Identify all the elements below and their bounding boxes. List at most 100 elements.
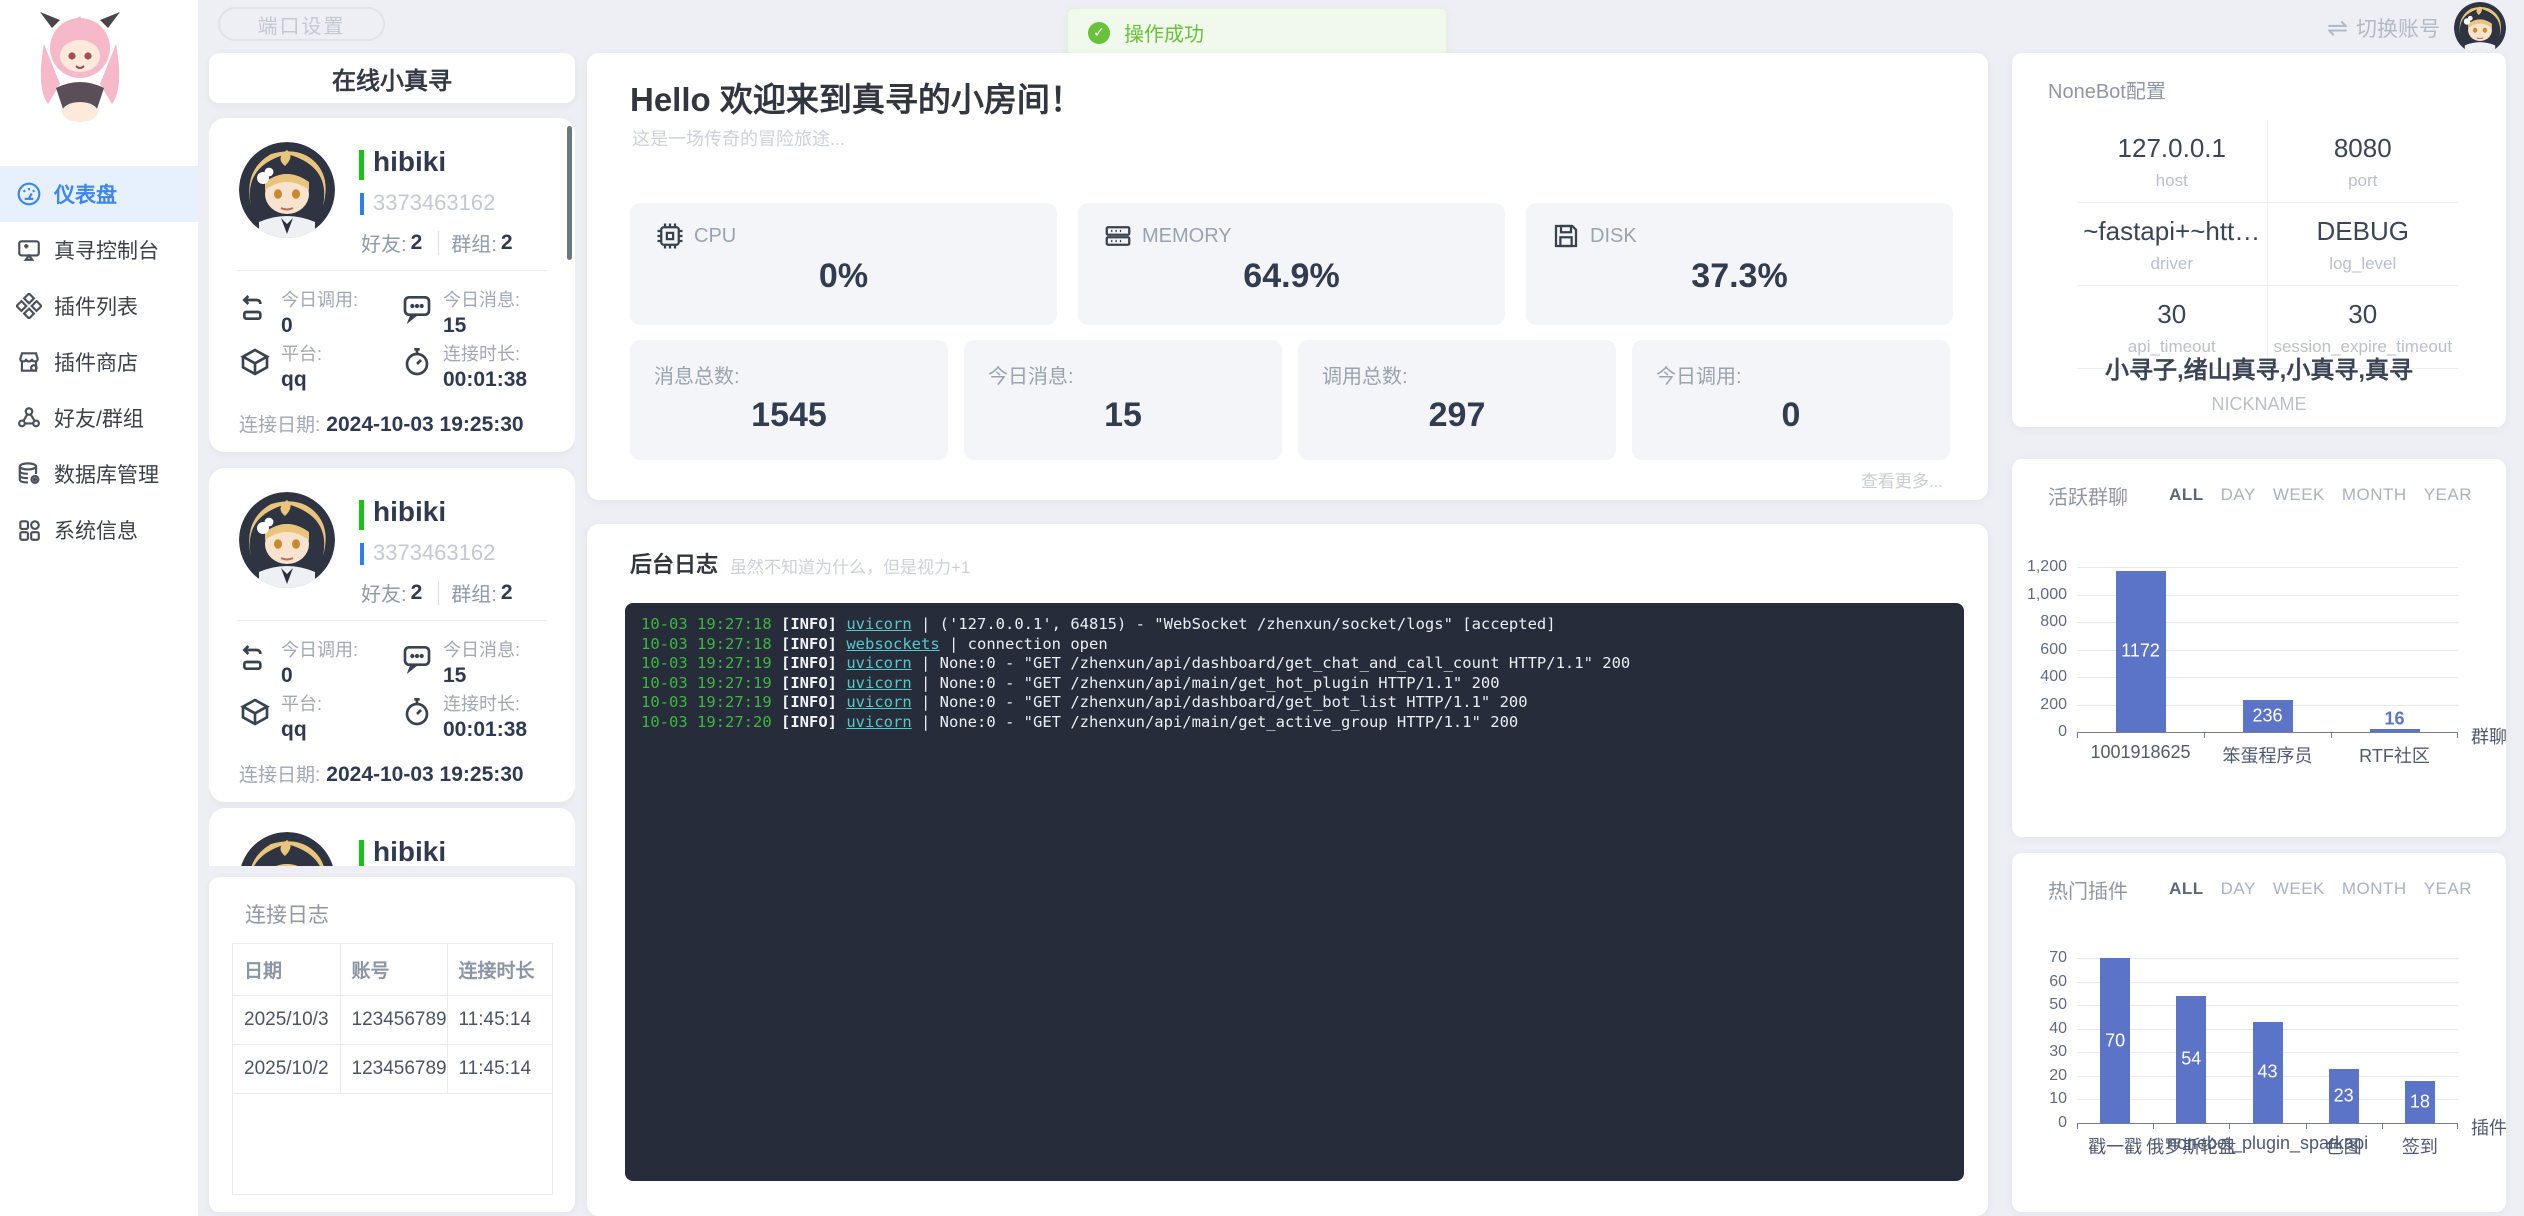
log-source-link[interactable]: uvicorn [846,712,912,731]
log-source-link[interactable]: uvicorn [846,654,912,672]
online-status-bar [359,840,364,866]
success-toast: ✓ 操作成功 [1067,8,1447,57]
dashboard-icon [16,181,42,207]
tab-year[interactable]: YEAR [2423,879,2472,898]
tab-day[interactable]: DAY [2220,879,2256,898]
system-info-icon [16,517,42,543]
database-icon [16,461,42,487]
sidebar-item-label: 真寻控制台 [54,240,159,263]
bot-name: hibiki [373,146,447,177]
y-tick-label: 600 [2040,640,2067,658]
sidebar-item-label: 插件列表 [54,296,138,319]
tab-month[interactable]: MONTH [2341,879,2407,898]
x-axis-tick [2153,1123,2155,1129]
log-source-link[interactable]: uvicorn [846,615,912,633]
bar-value-label: 54 [2181,1048,2202,1069]
y-tick-label: 1,000 [2026,585,2067,603]
disk-card: DISK 37.3% [1526,203,1953,325]
see-more-link[interactable]: 查看更多... [1860,472,1943,491]
x-axis-line [2077,1123,2458,1124]
x-axis-tick [2305,1123,2307,1129]
cpu-value: 0% [818,257,869,295]
platform-icon [239,346,271,378]
tab-week[interactable]: WEEK [2272,879,2325,898]
bot-card: hibiki [209,808,575,866]
sidebar-item-label: 仪表盘 [54,184,117,207]
bar [2100,958,2131,1123]
x-category-label: 签到 [2401,1137,2438,1157]
total-calls-card: 调用总数: 297 [1298,340,1616,460]
x-category-label: 俄罗斯轮盘 [2146,1137,2237,1157]
connect-log-table: 日期 账号 连接时长 2025/10/3 123456789 11:45:14 … [232,943,553,1195]
gridline [2077,958,2458,959]
sidebar-item-label: 好友/群组 [54,408,144,431]
log-source-link[interactable]: uvicorn [846,693,912,711]
switch-account-label: 切换账号 [2356,18,2440,41]
bot-stat-calls: 今日调用: 0 [239,286,358,338]
tab-day[interactable]: DAY [2220,485,2256,504]
user-avatar[interactable] [2454,2,2506,54]
log-console[interactable]: 10-03 19:27:18 [INFO] uvicorn | ('127.0.… [625,603,1964,1181]
table-row: 2025/10/3 123456789 11:45:14 [233,995,552,1045]
bot-card: hibiki 3373463162 好友: 2 群组: 2 今日调用: 0 [209,468,575,802]
bar-value-label: 23 [2333,1085,2354,1106]
divider [438,230,440,255]
x-axis-tick [2457,732,2458,738]
y-tick-label: 0 [2058,723,2067,740]
bot-friends-groups: 好友: 2 群组: 2 [361,580,513,606]
sidebar-item-friends-groups[interactable]: 好友/群组 [0,390,198,446]
log-source-link[interactable]: uvicorn [846,673,912,692]
sidebar-item-dashboard[interactable]: 仪表盘 [0,166,198,222]
bot-stat-platform: 平台: qq [239,690,322,742]
disk-value: 37.3% [1691,257,1788,295]
bot-stat-messages: 今日消息: 15 [401,636,520,688]
plugin-list-icon [16,293,42,319]
x-category-label: RTF社区 [2359,746,2430,766]
y-tick-label: 60 [2049,972,2067,990]
scrollbar-thumb[interactable] [567,126,572,260]
sidebar-item-plugin-store[interactable]: 插件商店 [0,334,198,390]
tab-all[interactable]: ALL [2169,879,2204,898]
gridline [2077,594,2458,596]
sidebar-item-database[interactable]: 数据库管理 [0,446,198,502]
x-axis-tick [2077,732,2078,738]
y-tick-label: 40 [2049,1019,2067,1037]
tab-year[interactable]: YEAR [2423,485,2472,504]
cpu-label: CPU [694,224,737,247]
message-icon [401,292,433,325]
memory-icon [1105,226,1131,246]
swap-arrows-icon: ⇌ [2327,13,2348,42]
x-category-label: 笨蛋程序员 [2222,746,2313,766]
disk-label: DISK [1590,224,1637,247]
log-source-link[interactable]: websockets [846,634,940,653]
switch-account-button[interactable]: ⇌ 切换账号 [2327,0,2506,56]
sidebar-item-system-info[interactable]: 系统信息 [0,502,198,558]
bot-name: hibiki [373,496,447,527]
x-category-label: 色图 [2325,1137,2362,1157]
duration-icon [401,696,433,728]
today-messages-card: 今日消息: 15 [964,340,1282,460]
column-header: 日期 [233,944,340,996]
page-title: Hello 欢迎来到真寻的小房间！ [630,81,1083,118]
tab-all[interactable]: ALL [2169,485,2204,504]
sidebar-item-plugin-list[interactable]: 插件列表 [0,278,198,334]
bar-value-label: 236 [2252,705,2283,726]
tab-month[interactable]: MONTH [2341,485,2407,504]
port-settings-button[interactable]: 端口设置 [218,7,385,41]
bot-list[interactable]: hibiki 3373463162 好友: 2 群组: 2 今日调用: 0 [209,112,575,866]
connect-log-title: 连接日志 [245,904,329,927]
config-driver: ~fastapi+~htt… driver [2077,203,2268,285]
column-header: 连接时长 [446,944,552,996]
sidebar-menu: 仪表盘 真寻控制台 插 [0,166,198,558]
bot-avatar [239,492,335,588]
y-tick-label: 800 [2040,613,2067,630]
x-axis-line [2077,732,2458,733]
tab-week[interactable]: WEEK [2272,485,2325,504]
connect-log-panel: 连接日志 日期 账号 连接时长 2025/10/3 123456789 11:4… [209,877,575,1212]
config-port: 8080 port [2333,133,2392,190]
bot-id-bar [360,193,364,215]
sidebar-item-console[interactable]: 真寻控制台 [0,222,198,278]
table-header-row: 日期 账号 连接时长 [233,944,552,996]
sidebar: 仪表盘 真寻控制台 插 [0,0,198,1216]
